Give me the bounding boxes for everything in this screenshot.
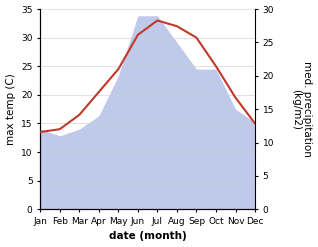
Y-axis label: med. precipitation
(kg/m2): med. precipitation (kg/m2) xyxy=(291,61,313,157)
Y-axis label: max temp (C): max temp (C) xyxy=(5,73,16,145)
X-axis label: date (month): date (month) xyxy=(109,231,187,242)
